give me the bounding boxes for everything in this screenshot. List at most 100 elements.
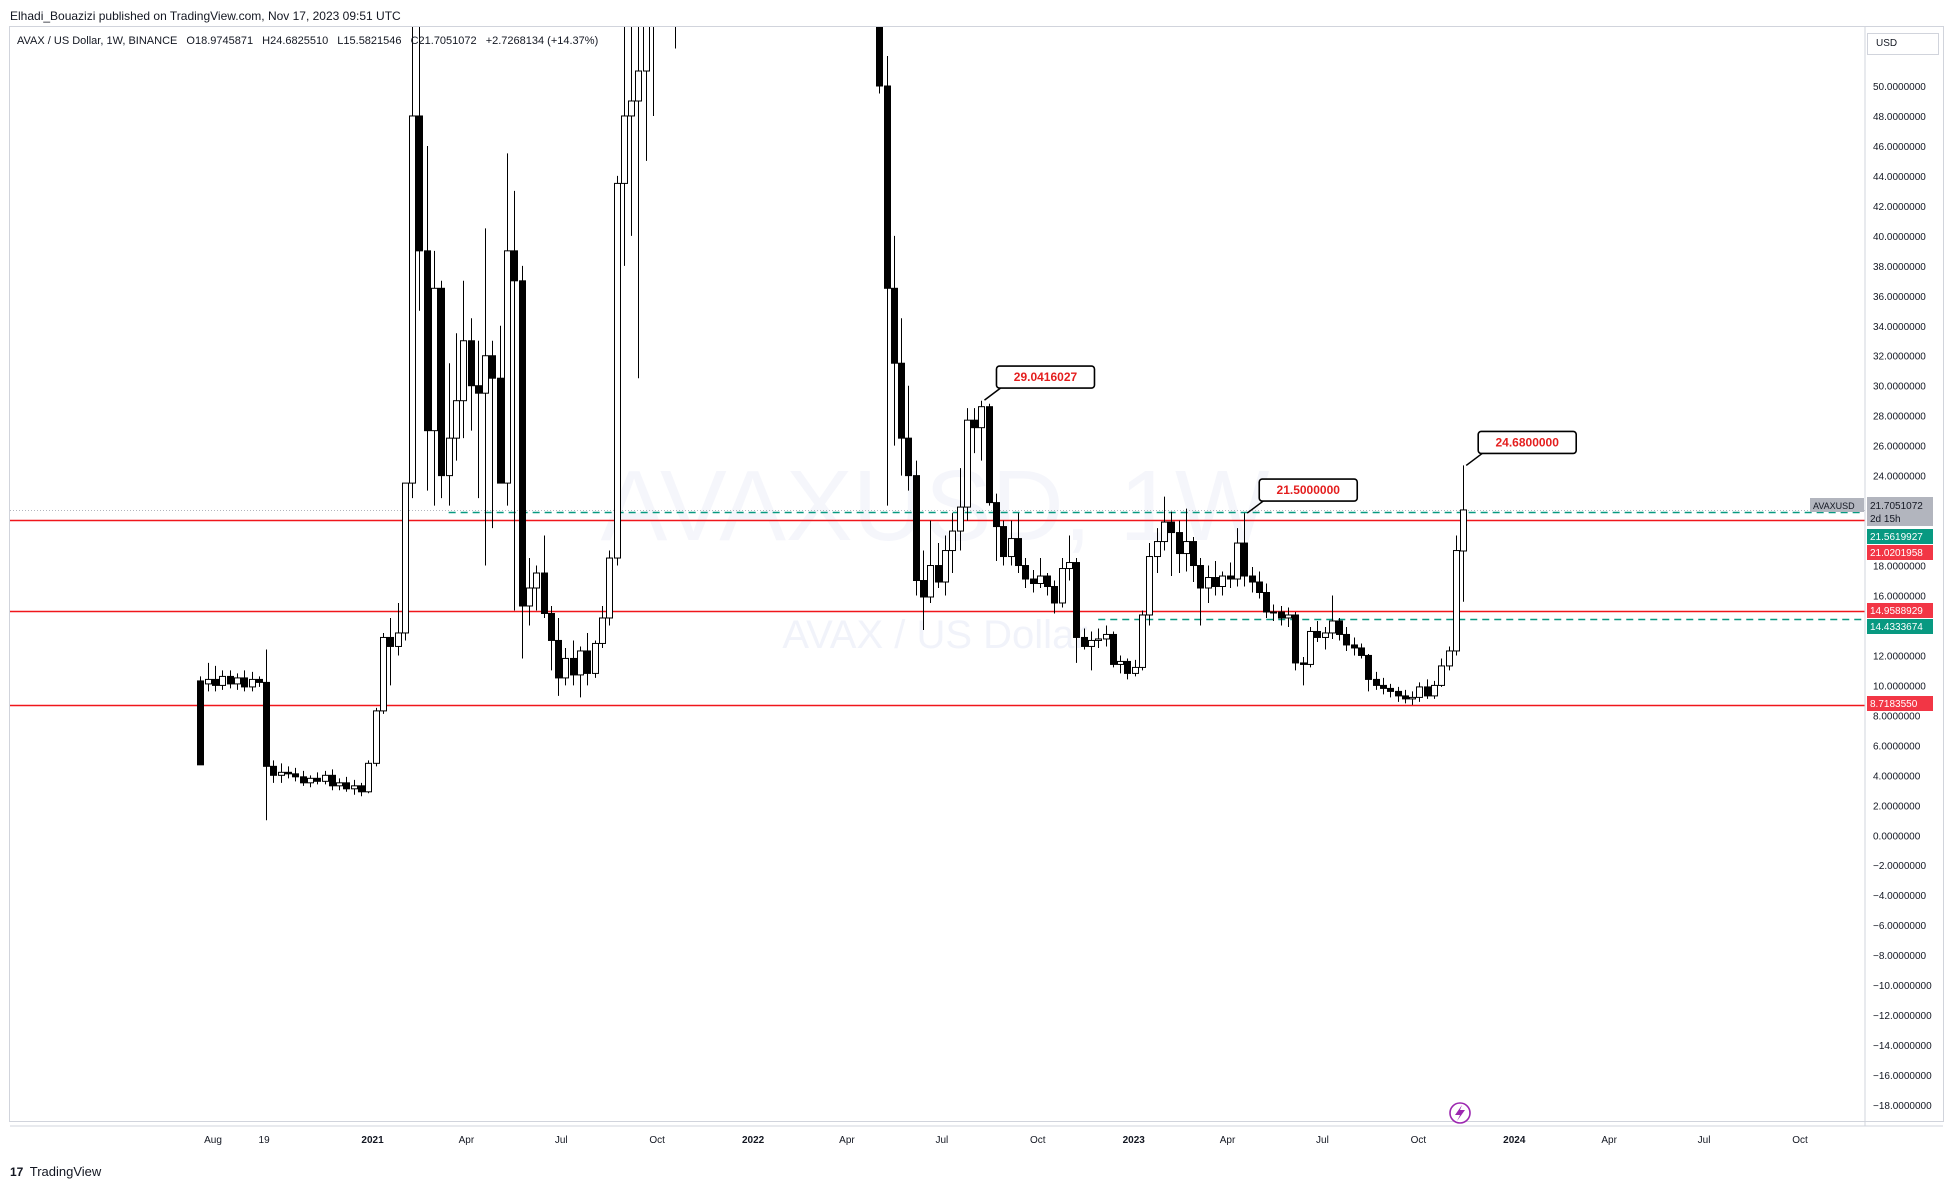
candle-body (460, 340, 467, 402)
price-callout[interactable]: 24.6800000 (1465, 430, 1578, 467)
candle-body (468, 340, 475, 387)
candle (263, 649, 270, 821)
candle-body (1460, 509, 1467, 552)
price-tick-label: 34.0000000 (1873, 322, 1926, 333)
candle-body (993, 502, 1000, 528)
candle (1059, 558, 1066, 608)
lightning-icon[interactable] (1449, 1102, 1471, 1124)
candle-body (526, 587, 533, 607)
price-labels: 21.7051072 2d 15h AVAXUSD 21.5619927 21.0201… (1810, 497, 1933, 711)
price-tick-label: 8.0000000 (1873, 711, 1921, 722)
price-callout[interactable]: 21.5000000 (1246, 478, 1359, 514)
candle-body (1409, 696, 1416, 700)
candle-body (1154, 541, 1161, 558)
candle-body (1438, 665, 1445, 686)
level-price-text: 8.7183550 (1870, 699, 1918, 710)
candle (1008, 520, 1015, 566)
candle (1241, 513, 1248, 587)
candle-body (562, 657, 569, 679)
price-tick-label: −14.0000000 (1873, 1041, 1932, 1052)
candle (986, 403, 993, 506)
candle-body (1139, 614, 1146, 668)
tradingview-footer: 17 TradingView (10, 1164, 101, 1179)
candle-body (212, 678, 219, 686)
current-price-text: 21.7051072 (1870, 501, 1923, 512)
candle (1351, 637, 1358, 656)
candle (1263, 583, 1270, 618)
candle-body (1300, 662, 1307, 665)
candle (504, 153, 511, 506)
candle-body (416, 115, 423, 252)
candle (1015, 513, 1022, 574)
candle-body (1088, 639, 1095, 647)
currency-selector[interactable]: USD (1867, 33, 1939, 55)
candle (497, 325, 504, 484)
candle (1183, 508, 1190, 572)
candle-body (1270, 611, 1277, 614)
time-axis[interactable]: Aug 19 2021 Apr Jul Oct 2022 Apr Jul Oct 2023 Apr Ju… (204, 1135, 1808, 1146)
callout-pointer (984, 387, 1001, 401)
candle (395, 602, 402, 656)
bar-countdown: 2d 15h (1870, 514, 1901, 525)
candle (666, 0, 672, 19)
candle-body (1453, 550, 1460, 652)
candle (1176, 520, 1183, 574)
time-tick-label: Aug (204, 1135, 222, 1146)
candle (1117, 655, 1124, 674)
candle-body (263, 681, 270, 767)
candle (1161, 496, 1168, 551)
candle (775, 0, 781, 11)
candle-body (913, 475, 920, 582)
candle (227, 670, 234, 689)
candle-body (635, 70, 642, 102)
level-price-box (1867, 619, 1933, 634)
candle (1431, 680, 1438, 699)
price-tick-label: 50.0000000 (1873, 82, 1926, 93)
time-tick-label: Oct (1030, 1135, 1046, 1146)
candle (942, 535, 949, 596)
candle (913, 460, 920, 596)
candle (1438, 658, 1445, 687)
time-tick-label: Oct (649, 1135, 665, 1146)
candle-body (1117, 660, 1124, 665)
candle (1037, 558, 1044, 589)
price-tick-label: 36.0000000 (1873, 292, 1926, 303)
candle-body (380, 636, 387, 712)
price-tick-label: 40.0000000 (1873, 232, 1926, 243)
candle (1095, 628, 1102, 648)
candle-body (300, 776, 307, 784)
candle (1249, 567, 1256, 593)
legend-change: +2.7268134 (+14.37%) (485, 35, 599, 47)
candle-body (1329, 620, 1336, 634)
price-axis-label: 14.4333674 (1867, 619, 1933, 634)
candle-body (964, 419, 971, 508)
price-tick-label: 46.0000000 (1873, 142, 1926, 153)
candle (343, 776, 350, 792)
candle-body (504, 250, 511, 484)
candle (278, 763, 285, 783)
candle (1197, 558, 1204, 626)
candle (197, 676, 204, 766)
candle-body (511, 250, 518, 282)
candle (460, 280, 467, 439)
candle-body (592, 642, 599, 674)
candle (453, 333, 460, 461)
candle-body (884, 85, 891, 289)
callout-box (1477, 430, 1578, 455)
candle-body (1059, 568, 1066, 604)
candle (555, 617, 562, 696)
candle (884, 56, 891, 506)
candle-body (1219, 575, 1226, 588)
candle-body (395, 632, 402, 647)
candle-body (541, 572, 548, 614)
candle-body (1037, 575, 1044, 585)
price-axis[interactable]: 50.0000000 48.0000000 46.0000000 44.0000000… (1873, 82, 1932, 1112)
price-callout[interactable]: 29.0416027 (984, 365, 1096, 401)
candle-body (1365, 654, 1372, 680)
candle-body (241, 677, 248, 688)
time-tick-label: Jul (555, 1135, 568, 1146)
candle-body (387, 636, 394, 647)
candle (1103, 625, 1110, 647)
candle-body (1066, 562, 1073, 570)
